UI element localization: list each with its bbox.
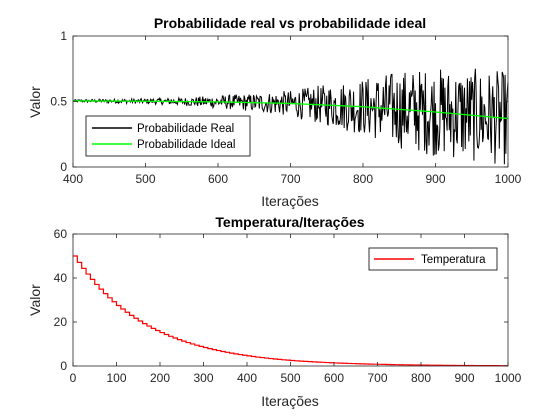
legend-label-ideal: Probabilidade Ideal [137,139,235,151]
y-axis-label: Valor [27,284,43,316]
chart-title: Temperatura/Iterações [215,214,364,230]
chart-temperatura: Temperatura/Iterações 0 100 200 300 400 500 60… [27,214,522,409]
legend-box [368,247,498,271]
x-axis-label: Iterações [261,393,319,409]
legend-label-real: Probabilidade Real [137,123,234,135]
legend-box [85,115,251,157]
legend-label-temperatura: Temperatura [421,254,486,266]
y-tick-label: 0 [60,359,67,373]
series-line-probabilidade-ideal [72,100,509,120]
axes: 400 500 600 700 800 900 1000 0 0.5 1 [50,29,521,186]
x-tick-label: 1000 [495,172,522,186]
legend: Temperatura [368,247,498,271]
y-tick-label: 1 [60,29,67,43]
y-tick-label: 20 [54,315,68,329]
x-tick-label: 400 [63,172,83,186]
x-axis-label: Iterações [261,193,319,209]
x-tick-label: 900 [454,371,474,385]
x-tick-label: 200 [150,371,170,385]
x-tick-label: 300 [193,371,213,385]
x-tick-label: 0 [70,371,77,385]
x-tick-label: 1000 [495,371,522,385]
x-tick-label: 700 [280,172,300,186]
chart-probabilidade: Probabilidade real vs probabilidade idea… [27,15,522,209]
y-tick-label: 40 [54,271,68,285]
x-tick-label: 800 [411,371,431,385]
x-tick-label: 800 [353,172,373,186]
x-tick-label: 400 [237,371,257,385]
y-tick-label: 0 [60,160,67,174]
axes: 0 100 200 300 400 500 600 700 800 900 1000 0 20 40 60 [54,227,522,385]
x-tick-label: 900 [425,172,445,186]
series-layer [73,255,508,367]
x-tick-label: 600 [208,172,228,186]
x-tick-label: 500 [135,172,155,186]
series-layer [72,68,509,165]
y-tick-label: 0.5 [50,95,67,109]
x-tick-label: 600 [324,371,344,385]
y-tick-label: 60 [54,227,68,241]
legend: Probabilidade Real Probabilidade Ideal [85,115,251,157]
chart-title: Probabilidade real vs probabilidade idea… [154,15,426,31]
y-axis-label: Valor [27,86,43,118]
series-line-temperatura [73,255,508,367]
x-tick-label: 100 [106,371,126,385]
x-tick-label: 700 [367,371,387,385]
x-tick-label: 500 [280,371,300,385]
